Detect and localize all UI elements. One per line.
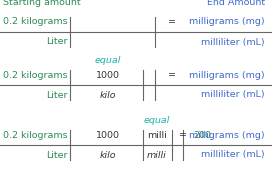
Text: milligrams (mg): milligrams (mg) <box>189 130 265 139</box>
Text: =: = <box>179 130 187 139</box>
Text: milliliter (mL): milliliter (mL) <box>201 38 265 46</box>
Text: =: = <box>168 18 176 26</box>
Text: 200: 200 <box>193 130 211 139</box>
Text: Starting amount: Starting amount <box>3 0 81 7</box>
Text: 1000: 1000 <box>96 130 120 139</box>
Text: milligrams (mg): milligrams (mg) <box>189 18 265 26</box>
Text: kilo: kilo <box>100 151 116 159</box>
Text: equal: equal <box>144 116 170 125</box>
Text: milli: milli <box>147 151 167 159</box>
Text: 0.2 kilograms: 0.2 kilograms <box>3 70 68 80</box>
Text: 0.2 kilograms: 0.2 kilograms <box>3 18 68 26</box>
Text: milligrams (mg): milligrams (mg) <box>189 70 265 80</box>
Text: End Amount: End Amount <box>207 0 265 7</box>
Text: Liter: Liter <box>47 38 68 46</box>
Text: milli: milli <box>147 130 167 139</box>
Text: equal: equal <box>95 56 121 65</box>
Text: Liter: Liter <box>47 90 68 100</box>
Text: milliliter (mL): milliliter (mL) <box>201 90 265 100</box>
Text: kilo: kilo <box>100 90 116 100</box>
Text: milliliter (mL): milliliter (mL) <box>201 151 265 159</box>
Text: =: = <box>168 70 176 80</box>
Text: 0.2 kilograms: 0.2 kilograms <box>3 130 68 139</box>
Text: 1000: 1000 <box>96 70 120 80</box>
Text: Liter: Liter <box>47 151 68 159</box>
